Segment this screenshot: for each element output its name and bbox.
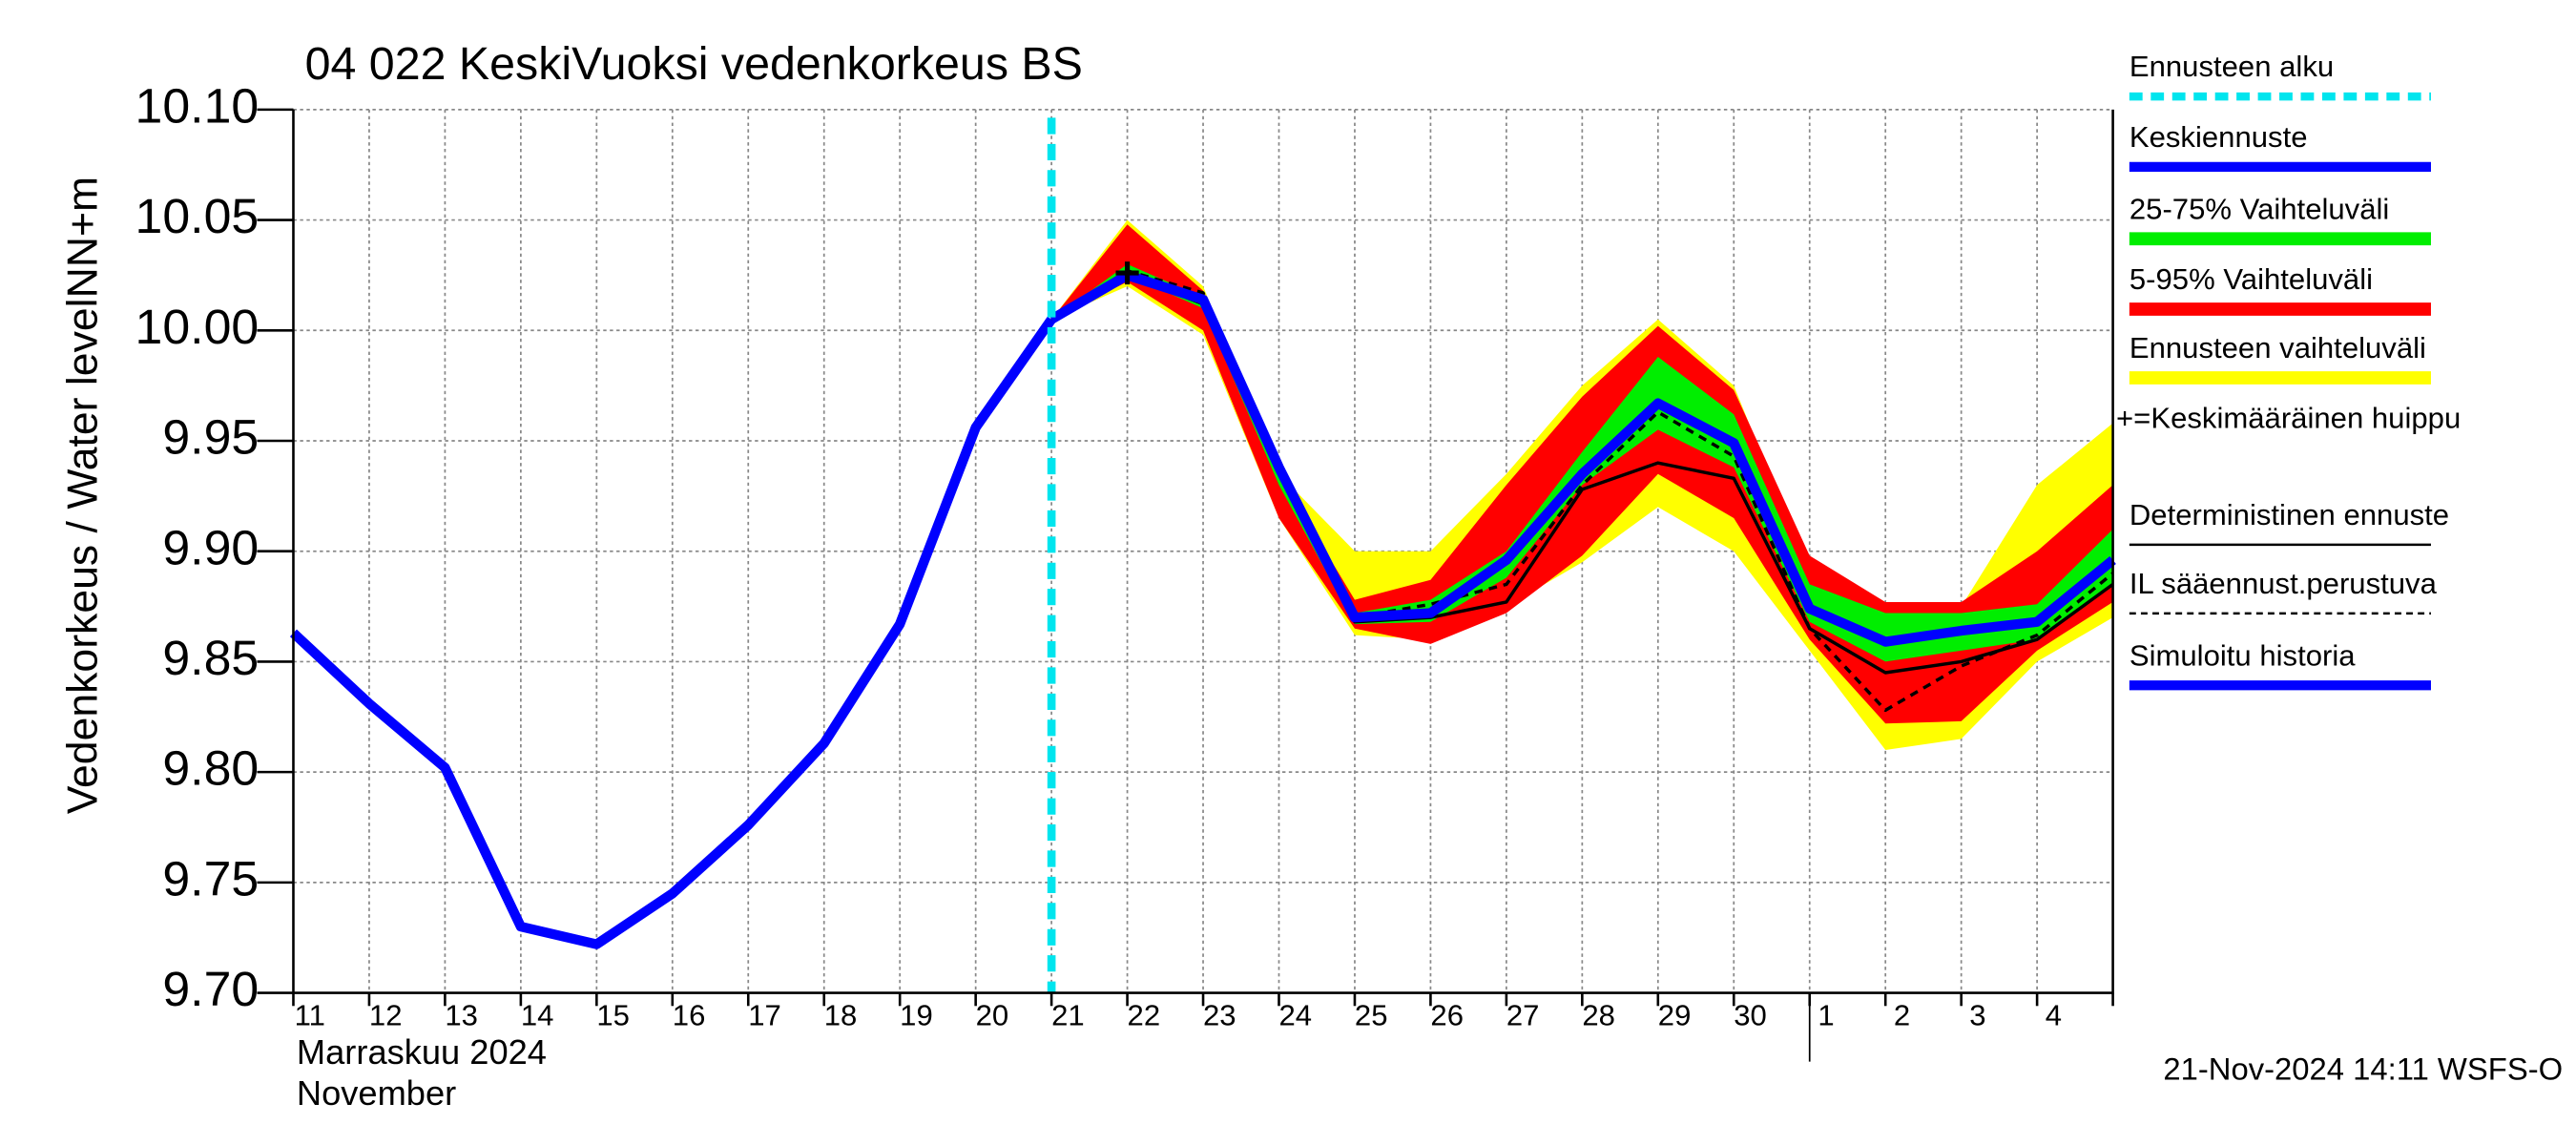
chart-title: 04 022 KeskiVuoksi vedenkorkeus BS (305, 38, 1083, 90)
x-tick-label: 28 (1582, 999, 1615, 1032)
x-tick-label: 17 (748, 999, 781, 1032)
x-tick-label: 21 (1051, 999, 1085, 1032)
x-tick-label: 3 (1969, 999, 1985, 1032)
y-tick-label: 9.75 (162, 851, 259, 906)
x-tick-label: 18 (824, 999, 858, 1032)
legend-label: IL sääennust.perustuva (2129, 567, 2438, 600)
y-tick-label: 10.10 (135, 78, 260, 134)
x-tick-label: 27 (1506, 999, 1540, 1032)
band (1051, 263, 2113, 662)
month-label-en: November (297, 1073, 456, 1113)
legend-label: Ennusteen vaihteluväli (2129, 331, 2426, 364)
y-axis-unit: NN+m (59, 177, 107, 299)
y-tick-label: 9.80 (162, 740, 259, 796)
x-tick-label: 11 (295, 999, 325, 1032)
x-tick-label: 22 (1128, 999, 1161, 1032)
x-tick-label: 4 (2046, 999, 2062, 1032)
x-tick-label: 19 (900, 999, 933, 1032)
x-tick-label: 29 (1658, 999, 1692, 1032)
x-tick-label: 14 (521, 999, 554, 1032)
x-tick-label: 2 (1894, 999, 1910, 1032)
y-tick-label: 9.85 (162, 630, 259, 685)
series-line (1049, 270, 2116, 647)
x-tick-label: 12 (369, 999, 403, 1032)
series-line (289, 316, 1056, 949)
y-tick-label: 9.70 (162, 961, 259, 1016)
legend-label: +=Keskimääräinen huippu (2116, 402, 2461, 435)
legend-label: Keskiennuste (2129, 120, 2308, 154)
legend-label: Deterministinen ennuste (2129, 498, 2449, 531)
timestamp: 21-Nov-2024 14:11 WSFS-O (2163, 1051, 2563, 1087)
x-tick-label: 13 (445, 999, 478, 1032)
legend-label: 5-95% Vaihteluväli (2129, 262, 2373, 296)
legend-label: Simuloitu historia (2129, 638, 2356, 672)
peak-marker (1115, 261, 1139, 285)
x-tick-label: 24 (1278, 999, 1312, 1032)
y-tick-label: 9.95 (162, 409, 259, 465)
x-tick-label: 1 (1818, 999, 1834, 1032)
legend-label: Ennusteen alku (2129, 50, 2334, 83)
x-tick-label: 23 (1203, 999, 1236, 1032)
y-tick-label: 9.90 (162, 519, 259, 574)
x-tick-label: 16 (673, 999, 706, 1032)
plot-frame (292, 109, 2114, 994)
y-tick-label: 10.00 (135, 299, 260, 354)
y-axis-label: Vedenkorkeus / Water level (59, 298, 107, 814)
x-tick-label: 30 (1734, 999, 1767, 1032)
x-tick-label: 26 (1430, 999, 1464, 1032)
x-tick-label: 25 (1355, 999, 1388, 1032)
month-label: Marraskuu 2024 (297, 1032, 547, 1072)
y-tick-label: 10.05 (135, 188, 260, 243)
x-tick-label: 15 (596, 999, 630, 1032)
legend-label: 25-75% Vaihteluväli (2129, 192, 2389, 225)
x-tick-label: 20 (976, 999, 1009, 1032)
